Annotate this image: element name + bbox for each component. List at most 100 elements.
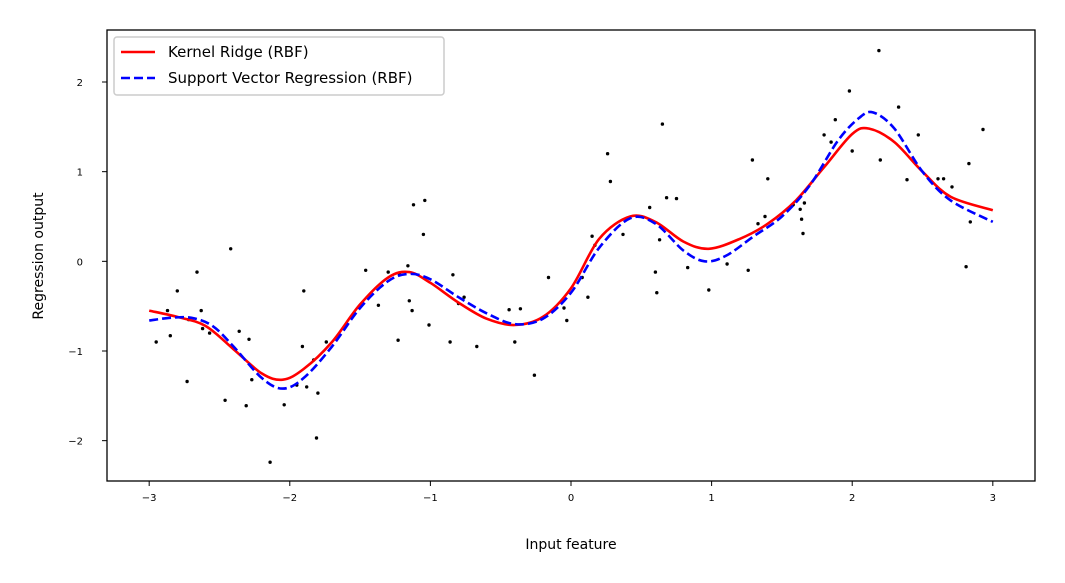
data-point — [847, 89, 852, 93]
data-point — [746, 268, 750, 272]
data-point — [423, 198, 427, 203]
data-point — [411, 203, 416, 207]
data-point — [396, 338, 400, 342]
data-point — [237, 329, 241, 333]
data-point — [200, 326, 205, 331]
data-point — [448, 340, 452, 344]
data-point — [316, 391, 320, 395]
data-point — [916, 133, 920, 137]
legend-label-kernel-ridge: Kernel Ridge (RBF) — [168, 43, 309, 61]
data-point — [268, 460, 272, 464]
x-tick-label: −1 — [423, 493, 438, 504]
data-point — [657, 238, 662, 242]
data-point — [386, 270, 390, 274]
data-point — [300, 344, 305, 349]
data-point — [195, 270, 199, 274]
data-point — [822, 133, 826, 137]
legend-label-svr: Support Vector Regression (RBF) — [168, 69, 413, 87]
data-point — [950, 185, 954, 189]
data-point — [364, 268, 368, 272]
data-point — [878, 158, 882, 162]
data-point — [766, 177, 770, 181]
data-point — [532, 373, 537, 377]
data-point — [605, 152, 610, 156]
x-axis-ticks: −3 −2 −1 0 1 2 3 — [142, 481, 996, 504]
x-tick-label: 2 — [849, 493, 855, 504]
data-point — [608, 179, 613, 184]
data-point — [518, 307, 523, 311]
data-point — [250, 378, 254, 382]
data-point — [586, 295, 590, 299]
data-point — [763, 214, 767, 219]
data-point — [410, 308, 414, 313]
data-point — [905, 178, 909, 182]
y-tick-label: 2 — [77, 78, 83, 89]
y-tick-label: −2 — [68, 437, 83, 448]
scatter-points — [154, 48, 985, 464]
y-axis-ticks: −2 −1 0 1 2 — [68, 78, 107, 448]
x-tick-label: 1 — [708, 493, 714, 504]
data-point — [936, 177, 940, 181]
data-point — [165, 308, 170, 313]
data-point — [833, 118, 837, 122]
kernel-ridge-line — [148, 126, 994, 382]
data-point — [896, 105, 901, 109]
x-tick-label: −3 — [142, 493, 157, 504]
data-point — [229, 247, 233, 251]
data-point — [565, 318, 569, 323]
data-point — [686, 265, 690, 270]
data-point — [406, 264, 410, 268]
data-point — [829, 140, 833, 144]
data-point — [877, 48, 881, 53]
data-point — [981, 127, 985, 132]
data-point — [546, 275, 551, 280]
data-point — [968, 220, 972, 224]
y-axis-label: Regression output — [31, 192, 47, 320]
data-point — [655, 291, 659, 295]
data-point — [648, 205, 652, 210]
data-point — [451, 273, 455, 277]
x-tick-label: 3 — [990, 493, 996, 504]
data-point — [513, 340, 517, 344]
data-point — [462, 295, 466, 299]
data-point — [154, 340, 158, 344]
data-point — [562, 306, 566, 310]
y-tick-label: −1 — [68, 347, 83, 358]
data-point — [207, 331, 212, 335]
y-tick-label: 0 — [77, 257, 83, 268]
data-point — [967, 161, 971, 166]
data-point — [185, 379, 189, 384]
regression-lines — [148, 110, 994, 390]
data-point — [247, 337, 251, 341]
data-point — [199, 308, 203, 313]
data-point — [664, 196, 669, 200]
data-point — [590, 234, 594, 238]
x-tick-label: 0 — [568, 493, 574, 504]
data-point — [427, 323, 431, 327]
data-point — [850, 149, 854, 153]
data-point — [421, 232, 426, 237]
data-point — [282, 403, 286, 407]
data-point — [707, 288, 711, 292]
svr-line — [149, 110, 994, 390]
data-point — [407, 299, 411, 303]
data-point — [621, 232, 625, 237]
data-point — [324, 340, 328, 344]
data-point — [223, 398, 227, 402]
data-point — [802, 201, 807, 205]
data-point — [799, 217, 804, 221]
data-point — [244, 404, 248, 408]
data-point — [750, 158, 755, 162]
data-point — [376, 303, 381, 307]
x-axis-label: Input feature — [525, 537, 616, 553]
data-point — [756, 222, 760, 226]
data-point — [168, 334, 172, 338]
data-point — [660, 122, 665, 126]
data-point — [475, 344, 479, 349]
data-point — [725, 262, 729, 266]
data-point — [314, 436, 319, 440]
data-point — [302, 289, 306, 293]
data-point — [941, 177, 946, 181]
legend-box — [113, 36, 445, 96]
